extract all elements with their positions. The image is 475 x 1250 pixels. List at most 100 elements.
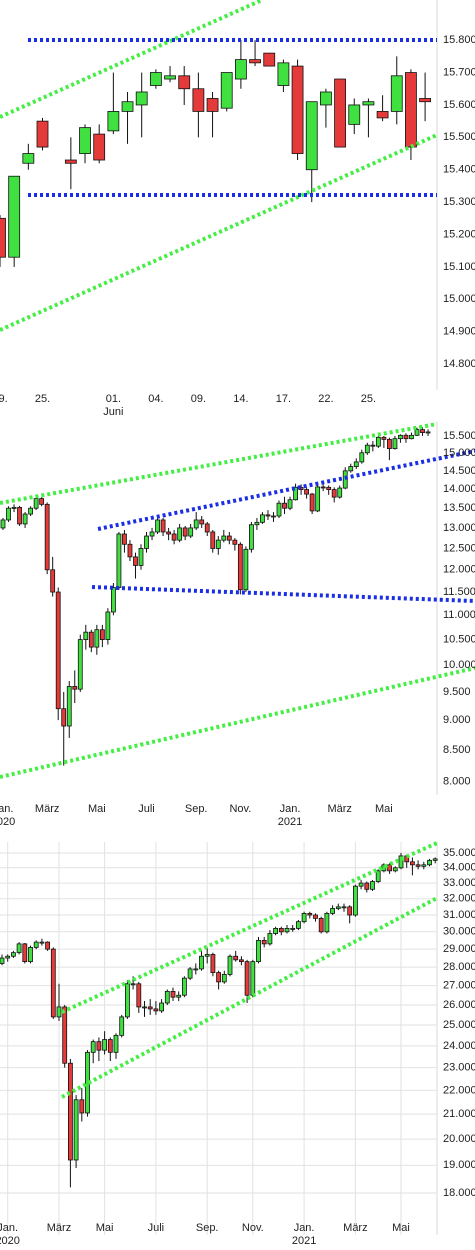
x-tick-label: Jan. 2020 (0, 803, 16, 828)
x-tick-label: 22. (318, 393, 334, 405)
candle-body (90, 1041, 96, 1053)
candle-body (204, 523, 210, 533)
y-tick-label: 15.400 (443, 164, 475, 176)
candle-body (28, 507, 34, 515)
x-tick-label: 01. Juni (103, 393, 124, 418)
candle-body (0, 217, 6, 258)
candle-body (66, 686, 72, 727)
candle-body (102, 1039, 107, 1051)
candle-body (56, 1006, 62, 1018)
candle-body (16, 943, 22, 954)
candle-body (64, 159, 77, 164)
candle-body (398, 434, 403, 440)
y-tick-label: 33.000 (443, 877, 475, 889)
candle-body (358, 882, 364, 887)
candle-body (337, 487, 343, 498)
candle-body (261, 939, 267, 945)
candle-body (414, 429, 420, 436)
candle-body (22, 943, 28, 963)
y-tick-label: 15.800 (443, 34, 475, 46)
y-tick-label: 11.000 (443, 609, 475, 621)
candle-body (62, 1006, 68, 1064)
trend-line (61, 896, 438, 1099)
candle-body (307, 912, 313, 916)
x-tick-label: Jan. 2021 (291, 1222, 317, 1247)
x-tick-label: März (327, 803, 352, 815)
candle-body (83, 631, 89, 640)
candle-body (199, 955, 204, 970)
candle-body (409, 434, 414, 440)
candle-body (130, 983, 136, 986)
candle-body (375, 870, 381, 882)
candle-body (193, 519, 199, 529)
candle-body (22, 513, 28, 525)
candle-body (304, 489, 310, 495)
candle-body (22, 153, 35, 164)
x-tick-label: 17. (275, 393, 292, 405)
candle-body (28, 946, 33, 963)
candle-body (181, 977, 187, 996)
candle-body (79, 1099, 85, 1114)
candle-body (254, 521, 260, 526)
candle-body (68, 1062, 73, 1161)
candle-body (6, 507, 11, 521)
candle-body (348, 104, 361, 125)
y-tick-label: 10.500 (443, 634, 475, 646)
y-tick-label: 8.000 (443, 776, 471, 788)
candle-body (334, 78, 346, 148)
candle-body (405, 72, 417, 148)
y-tick-label: 11.500 (443, 586, 475, 598)
candle-body (415, 864, 421, 867)
candle-body (243, 548, 249, 591)
candle-body (39, 941, 45, 944)
candle-body (348, 466, 354, 472)
candle-body (166, 531, 172, 535)
candle-body (284, 928, 290, 933)
y-tick-label: 15.200 (443, 228, 475, 240)
candle-body (164, 75, 176, 80)
candle-body (381, 436, 387, 440)
candle-body (138, 548, 144, 566)
candle-body (364, 444, 370, 454)
candle-body (206, 98, 219, 112)
candle-body (341, 906, 347, 909)
candle-body (375, 436, 381, 447)
candle-body (193, 968, 199, 971)
candle-body (135, 91, 148, 106)
candle-body (72, 686, 78, 690)
candle-body (330, 908, 336, 914)
candle-layer (0, 40, 438, 1188)
candle-body (116, 533, 122, 588)
candle-body (386, 438, 392, 450)
y-tick-label: 23.000 (443, 1062, 475, 1074)
candle-body (249, 59, 261, 64)
trend-line (0, 133, 438, 332)
candle-body (39, 498, 45, 505)
candle-body (390, 75, 403, 112)
candle-body (45, 941, 50, 950)
candle-body (234, 59, 247, 80)
candle-body (409, 861, 415, 866)
candle-body (155, 519, 160, 533)
candle-body (387, 864, 393, 872)
candle-body (295, 921, 301, 929)
y-tick-label: 15.000 (443, 293, 475, 305)
candle-body (73, 1099, 79, 1161)
y-tick-label: 15.600 (443, 99, 475, 111)
candle-body (215, 539, 221, 549)
x-tick-label: März (343, 1222, 368, 1234)
candle-body (233, 955, 239, 961)
candle-body (159, 1002, 165, 1012)
y-tick-label: 20.000 (443, 1133, 475, 1145)
candle-body (362, 101, 375, 106)
candle-body (331, 489, 337, 498)
x-tick-label: Nov. (241, 1222, 264, 1234)
candle-body (238, 959, 244, 963)
candle-body (50, 569, 56, 593)
candle-body (318, 917, 324, 933)
candle-body (79, 127, 91, 154)
candle-body (170, 990, 176, 998)
candle-body (178, 75, 191, 90)
candle-body (147, 1006, 153, 1010)
